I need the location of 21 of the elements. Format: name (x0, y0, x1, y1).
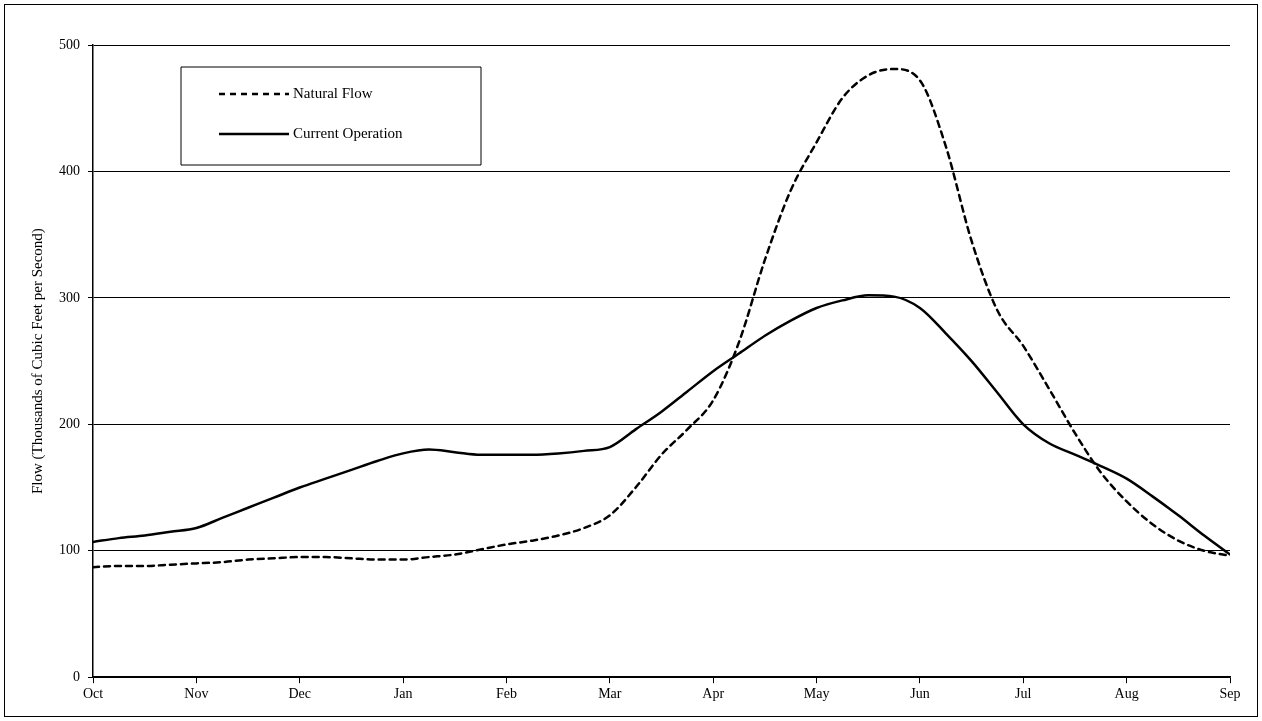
x-tick-label: Apr (702, 686, 725, 702)
x-tick-label: Oct (82, 686, 104, 702)
y-tick-label: 500 (59, 36, 80, 52)
y-tick-label: 200 (59, 415, 80, 431)
x-tick-label: Jun (910, 686, 930, 702)
legend-label: Natural Flow (293, 84, 373, 101)
x-tick-label: Mar (598, 686, 622, 702)
x-tick-label: Jan (393, 686, 413, 702)
x-tick-label: Nov (184, 686, 209, 702)
y-axis-title: Flow (Thousands of Cubic Feet per Second) (28, 228, 46, 494)
x-tick-label: Aug (1114, 686, 1139, 702)
y-tick-label: 400 (59, 163, 80, 179)
x-tick-label: Dec (288, 686, 311, 702)
x-tick-label: May (803, 686, 830, 702)
y-tick-label: 0 (73, 668, 80, 684)
x-tick-label: Sep (1219, 686, 1241, 702)
x-tick-label: Jul (1015, 686, 1032, 702)
x-tick-label: Feb (495, 686, 517, 702)
y-tick-label: 100 (59, 542, 80, 558)
y-tick-label: 300 (59, 289, 80, 305)
legend-label: Current Operation (293, 124, 404, 141)
